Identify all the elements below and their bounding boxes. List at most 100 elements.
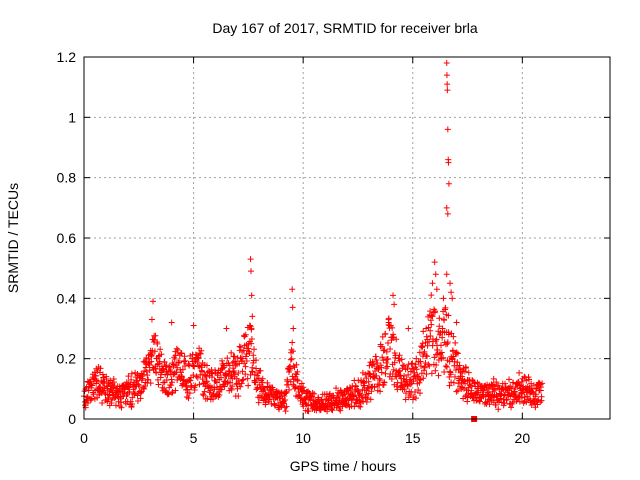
- data-point: [389, 324, 396, 331]
- data-point: [81, 402, 88, 409]
- data-point: [169, 379, 176, 386]
- data-point: [385, 319, 392, 326]
- data-point: [383, 359, 390, 366]
- data-point: [195, 354, 202, 361]
- data-point: [259, 379, 266, 386]
- x-tick-label: 15: [405, 430, 421, 446]
- data-point: [101, 389, 108, 396]
- data-point: [431, 259, 438, 266]
- data-point: [377, 388, 384, 395]
- data-point: [300, 384, 307, 391]
- data-point: [369, 358, 376, 365]
- data-point: [363, 398, 370, 405]
- data-point: [110, 379, 117, 386]
- data-point: [171, 356, 178, 363]
- data-point: [502, 380, 509, 387]
- data-point: [433, 286, 440, 293]
- data-point: [128, 376, 135, 383]
- data-point: [363, 375, 370, 382]
- data-point: [447, 280, 454, 287]
- data-point: [190, 372, 197, 379]
- data-point: [247, 256, 254, 263]
- data-point: [103, 376, 110, 383]
- data-point: [259, 375, 266, 382]
- data-point: [294, 376, 301, 383]
- data-point: [104, 383, 111, 390]
- data-point: [261, 385, 268, 392]
- data-point: [462, 380, 469, 387]
- x-tick-label: 5: [190, 430, 198, 446]
- data-point: [446, 368, 453, 375]
- data-point: [442, 304, 449, 311]
- data-point: [176, 358, 183, 365]
- data-point: [333, 385, 340, 392]
- data-point: [436, 323, 443, 330]
- data-point: [201, 388, 208, 395]
- data-point: [182, 357, 189, 364]
- data-point: [446, 374, 453, 381]
- data-point: [508, 404, 515, 411]
- data-point: [287, 356, 294, 363]
- data-point: [413, 355, 420, 362]
- data-point: [366, 370, 373, 377]
- data-point: [283, 403, 290, 410]
- data-point: [141, 383, 148, 390]
- data-point: [239, 355, 246, 362]
- data-point: [465, 369, 472, 376]
- chart-title: Day 167 of 2017, SRMTID for receiver brl…: [212, 20, 478, 36]
- data-point: [420, 328, 427, 335]
- data-point: [428, 312, 435, 319]
- data-point: [154, 340, 161, 347]
- data-point: [145, 376, 152, 383]
- data-point: [237, 344, 244, 351]
- data-point: [439, 334, 446, 341]
- data-point: [329, 407, 336, 414]
- data-point: [324, 408, 331, 415]
- data-point: [462, 364, 469, 371]
- data-point: [422, 360, 429, 367]
- data-point: [447, 371, 454, 378]
- data-point: [370, 373, 377, 380]
- data-point: [432, 271, 439, 278]
- data-point: [448, 379, 455, 386]
- data-point: [404, 365, 411, 372]
- data-point: [372, 353, 379, 360]
- data-point: [225, 367, 232, 374]
- data-point: [440, 295, 447, 302]
- data-point: [436, 315, 443, 322]
- data-point: [129, 401, 136, 408]
- data-point: [444, 87, 451, 94]
- data-point: [445, 331, 452, 338]
- data-point: [445, 159, 452, 166]
- data-point: [529, 388, 536, 395]
- data-point: [249, 313, 256, 320]
- data-point: [418, 370, 425, 377]
- data-point: [155, 381, 162, 388]
- data-point: [228, 349, 235, 356]
- y-tick-label: 0.6: [57, 230, 77, 246]
- data-point: [489, 382, 496, 389]
- data-point: [421, 348, 428, 355]
- data-point: [410, 396, 417, 403]
- data-point: [456, 362, 463, 369]
- data-point: [452, 339, 459, 346]
- data-point: [289, 348, 296, 355]
- data-point: [141, 367, 148, 374]
- data-point: [363, 391, 370, 398]
- data-point: [99, 400, 106, 406]
- data-point: [360, 398, 367, 405]
- data-point: [511, 388, 518, 395]
- data-point: [429, 313, 436, 320]
- x-tick-label: 20: [515, 430, 531, 446]
- data-point: [153, 369, 160, 376]
- data-point: [305, 408, 312, 415]
- data-point: [179, 366, 186, 373]
- data-point: [270, 386, 277, 393]
- data-point: [428, 321, 435, 328]
- data-point: [432, 367, 439, 374]
- data-point: [244, 375, 251, 382]
- data-point: [374, 381, 381, 388]
- data-point: [444, 339, 451, 346]
- data-point: [371, 384, 378, 391]
